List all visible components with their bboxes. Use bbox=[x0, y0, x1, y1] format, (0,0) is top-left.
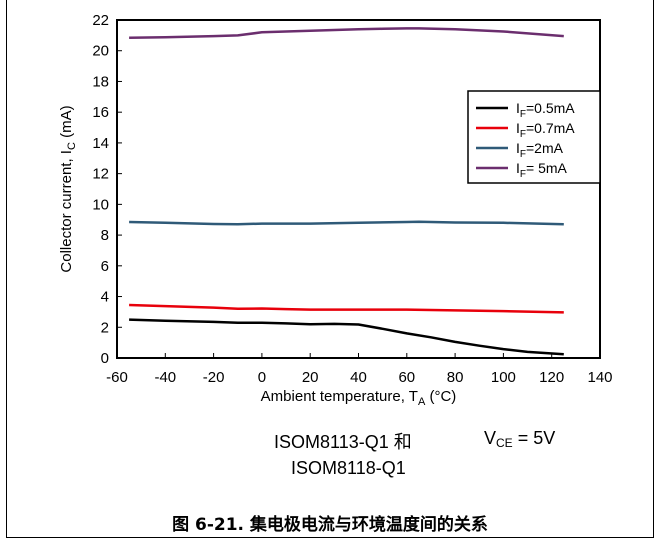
figure-frame bbox=[6, 0, 654, 538]
chart: -60 -40 -20 0 20 40 60 80 100 120 140 0 2 4 6 8 10 12 14 16… bbox=[58, 12, 613, 408]
legend-label-1: IF=0.7mA bbox=[516, 120, 575, 140]
x-tick-label: -40 bbox=[154, 369, 176, 386]
y-tick-label: 18 bbox=[92, 73, 109, 90]
legend-label-0: IF=0.5mA bbox=[516, 100, 575, 120]
vce-condition: VCE = 5V bbox=[484, 428, 556, 450]
x-tick-label: 0 bbox=[258, 369, 266, 386]
legend-label-3: IF= 5mA bbox=[516, 160, 568, 180]
series-line-2 bbox=[129, 220, 564, 226]
device-label-line2: ISOM8118-Q1 bbox=[291, 458, 406, 478]
series-line-1 bbox=[129, 303, 564, 314]
x-tick-label: -60 bbox=[106, 369, 128, 386]
y-tick-label: 8 bbox=[101, 227, 109, 244]
series-line-0 bbox=[129, 318, 564, 356]
y-tick-label: 12 bbox=[92, 166, 109, 183]
y-tick-label: 20 bbox=[92, 43, 109, 60]
x-tick-label: 140 bbox=[587, 369, 612, 386]
x-tick-label: 100 bbox=[491, 369, 516, 386]
device-label-line1: ISOM8113-Q1 和 bbox=[274, 432, 412, 452]
y-tick-label: 2 bbox=[101, 319, 109, 336]
y-tick-label: 10 bbox=[92, 196, 109, 213]
y-tick-label: 0 bbox=[101, 350, 109, 367]
x-tick-label: 80 bbox=[447, 369, 464, 386]
x-tick-label: 20 bbox=[302, 369, 319, 386]
x-tick-label: 60 bbox=[398, 369, 415, 386]
x-tick-label: 40 bbox=[350, 369, 367, 386]
y-axis-title: Collector current, IC (mA) bbox=[58, 105, 78, 272]
x-tick-label: 120 bbox=[539, 369, 564, 386]
y-tick-label: 16 bbox=[92, 104, 109, 121]
legend-label-2: IF=2mA bbox=[516, 140, 564, 160]
x-tick-label: -20 bbox=[203, 369, 225, 386]
y-tick-label: 6 bbox=[101, 258, 109, 275]
y-tick-label: 14 bbox=[92, 135, 109, 152]
y-tick-label: 4 bbox=[101, 289, 109, 306]
figure-caption: 图 6-21. 集电极电流与环境温度间的关系 bbox=[172, 515, 488, 535]
y-tick-label: 22 bbox=[92, 12, 109, 29]
x-axis-title: Ambient temperature, TA (°C) bbox=[261, 388, 457, 408]
series-line-3 bbox=[129, 27, 564, 39]
